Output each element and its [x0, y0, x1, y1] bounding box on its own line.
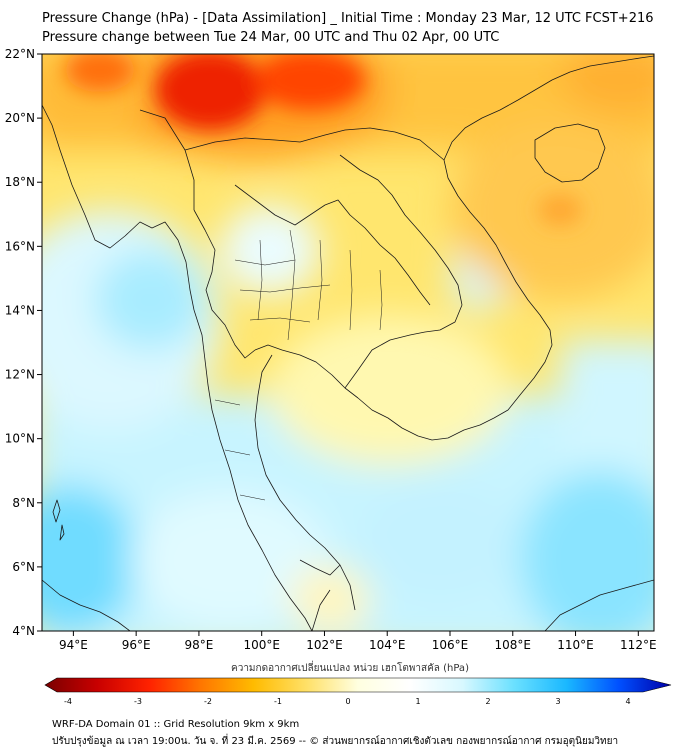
hainan-island	[534, 123, 606, 183]
cambodia-vietnam-coast	[357, 159, 553, 441]
isthmus-west-coast	[193, 309, 313, 631]
coastlines-borders	[42, 55, 654, 631]
map-title: Pressure Change (hPa) - [Data Assimilati…	[42, 11, 654, 26]
thailand-malaysia-border	[299, 559, 341, 576]
thailand-laos-border	[234, 184, 431, 306]
lon-tick-label: 96°E	[122, 638, 151, 652]
model-info: WRF-DA Domain 01 :: Grid Resolution 9km …	[52, 719, 300, 730]
colorbar-scale	[44, 677, 672, 693]
lat-tick-label: 22°N	[5, 47, 35, 61]
lon-tick-label: 98°E	[184, 638, 213, 652]
gulf-top	[254, 344, 359, 399]
map-subtitle: Pressure change between Tue 24 Mar, 00 U…	[42, 30, 500, 45]
andaman-islands	[52, 499, 65, 541]
lat-tick-label: 12°N	[5, 368, 35, 382]
colorbar-title: ความกดอากาศเปลี่ยนแปลง หน่วย เฮกโตพาสคัล…	[231, 663, 469, 674]
lat-tick-label: 18°N	[5, 175, 35, 189]
longitude-axis: 94°E 96°E 98°E 100°E 102°E 104°E 106°E 108°E 110…	[59, 631, 657, 652]
borneo-coast	[544, 579, 654, 631]
latitude-axis: 22°N 20°N 18°N 16°N 14°N 12°N 10°N 8°N 6°N 4°N	[5, 47, 42, 638]
myanmar-interior	[139, 109, 195, 210]
lat-tick-label: 8°N	[12, 496, 35, 510]
lat-tick-label: 14°N	[5, 303, 35, 317]
colorbar-tick-label: -4	[64, 697, 72, 706]
pressure-field	[42, 54, 654, 631]
lon-tick-label: 94°E	[59, 638, 88, 652]
colorbar-tick-label: 4	[625, 697, 630, 706]
province-lines	[214, 229, 383, 501]
lon-tick-label: 100°E	[243, 638, 280, 652]
colorbar-tick-label: 0	[345, 697, 350, 706]
colorbar-tick-label: -3	[134, 697, 142, 706]
lon-tick-label: 104°E	[369, 638, 406, 652]
sumatra-coast	[42, 579, 131, 631]
plot-frame	[41, 53, 655, 632]
lat-tick-label: 10°N	[5, 432, 35, 446]
colorbar-tick-label: 1	[415, 697, 420, 706]
colorbar-tick-label: 2	[485, 697, 490, 706]
malay-peninsula-coast	[311, 589, 331, 631]
lat-tick-label: 6°N	[12, 560, 35, 574]
lat-tick-label: 20°N	[5, 111, 35, 125]
myanmar-thailand-border	[193, 209, 256, 359]
thailand-cambodia-border	[344, 304, 463, 389]
china-border	[184, 127, 445, 161]
myanmar-coast	[42, 104, 195, 311]
lon-tick-label: 102°E	[306, 638, 343, 652]
lon-tick-label: 112°E	[620, 638, 657, 652]
update-info: ปรับปรุงข้อมูล ณ เวลา 19:00น. วัน จ. ที่…	[52, 736, 619, 747]
lat-tick-label: 4°N	[12, 624, 35, 638]
lon-tick-label: 108°E	[495, 638, 532, 652]
colorbar: -4 -3 -2 -1 0 1 2 3 4	[44, 677, 672, 706]
gulf-tonkin-coast	[443, 55, 654, 161]
colorbar-tick-label: -2	[204, 697, 212, 706]
lat-tick-label: 16°N	[5, 239, 35, 253]
colorbar-tick-label: -1	[274, 697, 282, 706]
lon-tick-label: 110°E	[557, 638, 594, 652]
colorbar-tick-label: 3	[555, 697, 560, 706]
laos-vietnam-border	[339, 154, 463, 306]
lon-tick-label: 106°E	[432, 638, 469, 652]
